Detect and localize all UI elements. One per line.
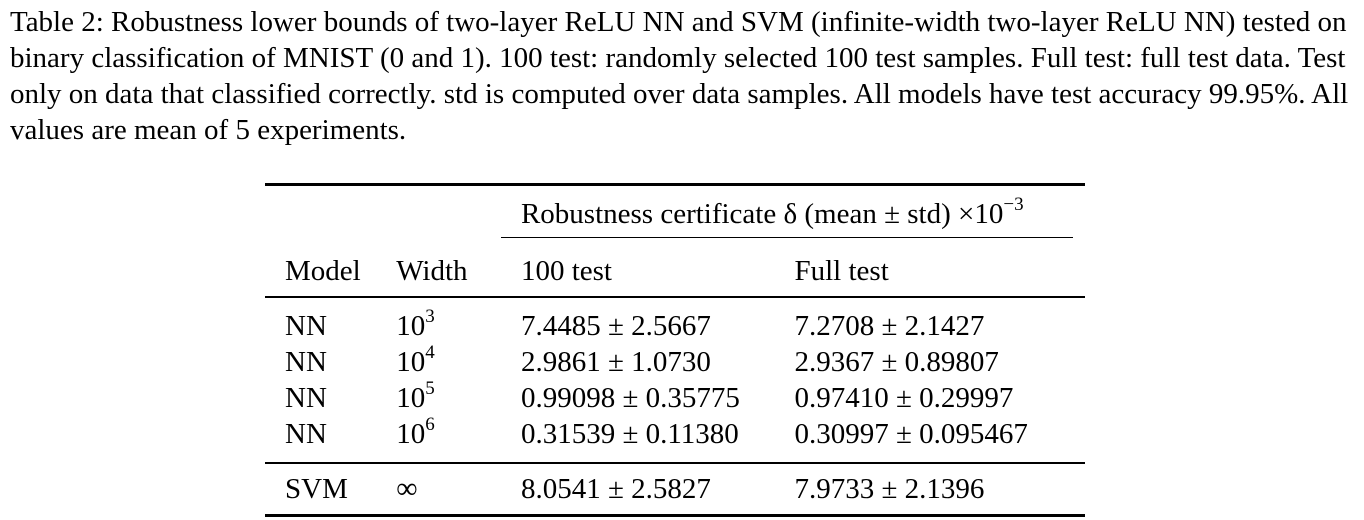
results-table: Robustness certificate δ (mean ± std) ×1… — [265, 183, 1085, 517]
cell-model: SVM — [265, 462, 397, 517]
cell-100-test: 2.9861 ± 1.0730 — [520, 345, 711, 378]
cell-width: 106 — [396, 413, 435, 450]
table-header-row: Model Width 100 test Full test — [265, 246, 1085, 297]
cell-width: 104 — [396, 341, 435, 378]
cell-100-test: 0.31539 ± 0.11380 — [520, 417, 739, 450]
header-100-test: 100 test — [520, 254, 612, 287]
group-header-label: Robustness certificate δ (mean ± std) ×1… — [520, 198, 1004, 230]
table-row: NN 103 7.4485 ± 2.5667 7.2708 ± 2.1427 — [265, 296, 1085, 344]
group-header-exponent: −3 — [1003, 194, 1024, 216]
header-full-test: Full test — [794, 254, 889, 287]
group-header: Robustness certificate δ (mean ± std) ×1… — [500, 195, 1073, 238]
table-row: NN 104 2.9861 ± 1.0730 2.9367 ± 0.89807 — [265, 341, 1085, 380]
cell-100-test: 8.0541 ± 2.5827 — [500, 462, 795, 517]
cell-full-test: 0.30997 ± 0.095467 — [794, 417, 1028, 450]
cell-100-test: 7.4485 ± 2.5667 — [500, 296, 795, 344]
cell-100-test: 0.99098 ± 0.35775 — [520, 381, 740, 414]
group-header-cell: Robustness certificate δ (mean ± std) ×1… — [500, 183, 1085, 246]
cell-full-test: 0.97410 ± 0.29997 — [794, 381, 1014, 414]
cell-full-test: 2.9367 ± 0.89807 — [794, 345, 999, 378]
cell-full-test: 7.9733 ± 2.1396 — [794, 462, 1085, 517]
cell-width: 103 — [396, 296, 501, 344]
cell-model: NN — [285, 417, 327, 450]
cell-width: ∞ — [396, 462, 501, 517]
cell-width: 105 — [396, 377, 435, 414]
table-row: NN 106 0.31539 ± 0.11380 0.30997 ± 0.095… — [265, 413, 1085, 463]
header-model: Model — [285, 254, 361, 287]
cell-model: NN — [285, 345, 327, 378]
cell-full-test: 7.2708 ± 2.1427 — [794, 296, 1085, 344]
header-width: Width — [396, 254, 468, 287]
table-caption: Table 2: Robustness lower bounds of two-… — [10, 6, 1349, 146]
table-row-svm: SVM ∞ 8.0541 ± 2.5827 7.9733 ± 2.1396 — [265, 462, 1085, 517]
results-table-container: Robustness certificate δ (mean ± std) ×1… — [265, 183, 1085, 517]
table-row: NN 105 0.99098 ± 0.35775 0.97410 ± 0.299… — [265, 377, 1085, 416]
cell-model: NN — [265, 296, 397, 344]
table-group-header-row: Robustness certificate δ (mean ± std) ×1… — [265, 183, 1085, 246]
cell-model: NN — [285, 381, 327, 414]
